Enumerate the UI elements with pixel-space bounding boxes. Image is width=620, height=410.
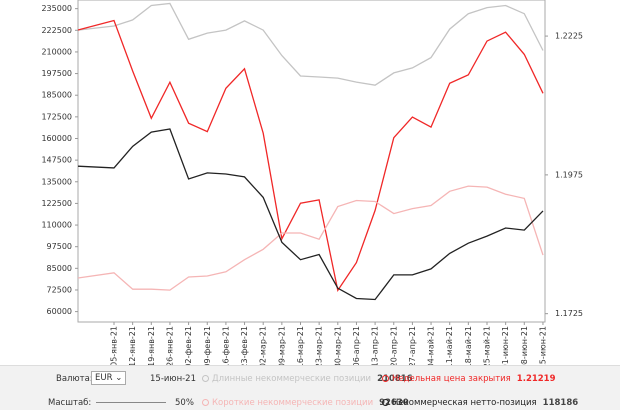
x-tick-label: 08-июн-21	[520, 326, 529, 365]
x-tick-label: 16-мар-21	[296, 326, 305, 365]
x-tick-label: 04-май-21	[427, 326, 436, 365]
currency-label: Валюта:	[56, 374, 93, 384]
legend-value: 1.21219	[516, 374, 556, 384]
x-tick-label: 15-июн-21	[538, 326, 547, 365]
legend-marker	[202, 399, 209, 406]
x-tick-label: 16-фев-21	[221, 326, 230, 365]
series-line	[77, 19, 544, 293]
x-tick-label: 30-мар-21	[333, 326, 342, 365]
y2-tick-label: 1.1725	[555, 309, 583, 318]
y-tick-label: 210000	[41, 47, 72, 56]
legend-label: Некоммерческая нетто-позиция	[392, 398, 537, 408]
legend-marker	[382, 375, 389, 382]
x-tick-label: 26-янв-21	[165, 326, 174, 365]
x-tick-label: 23-мар-21	[315, 326, 324, 365]
legend-label: Короткие некоммерческие позиции	[212, 398, 374, 408]
x-tick-label: 01-июн-21	[501, 326, 510, 365]
legend-value: 92630	[379, 398, 409, 408]
x-tick-label: 02-фев-21	[184, 326, 193, 365]
series-line	[77, 2, 544, 86]
x-tick-label: 25-май-21	[483, 326, 492, 365]
date: 15-июн-21	[150, 374, 197, 384]
x-tick-label: 19-янв-21	[147, 326, 156, 365]
y-tick-label: 122500	[41, 199, 72, 208]
y-tick-label: 160000	[41, 134, 72, 143]
x-tick-label: 27-апр-21	[408, 326, 417, 365]
x-tick-label: 06-апр-21	[352, 326, 361, 365]
y-tick-label: 72500	[47, 285, 72, 294]
y-tick-label: 97500	[47, 242, 72, 251]
y-tick-label: 110000	[41, 221, 72, 230]
x-tick-label: 09-мар-21	[277, 326, 286, 365]
legend-entry[interactable]: Длинные некоммерческие позиции 210816	[202, 374, 413, 384]
series-line	[77, 185, 544, 291]
x-tick-label: 05-янв-21	[110, 326, 119, 365]
y-tick-label: 60000	[47, 307, 72, 316]
y-tick-label: 222500	[41, 26, 72, 35]
y-tick-label: 147500	[41, 156, 72, 165]
control-panel: Валюта: EUR ⌄ 15-июн-21 Масштаб: 50% Дли…	[0, 365, 620, 410]
legend-label: Недельная цена закрытия	[392, 374, 511, 384]
y2-tick-label: 1.1975	[555, 170, 583, 179]
x-tick-label: 13-апр-21	[371, 326, 380, 365]
y-tick-label: 85000	[47, 264, 72, 273]
legend-entry[interactable]: Некоммерческая нетто-позиция 118186	[382, 398, 578, 408]
legend-value: 210816	[377, 374, 413, 384]
legend-entry[interactable]: Короткие некоммерческие позиции 92630	[202, 398, 409, 408]
scale-label: Масштаб:	[48, 398, 92, 408]
x-tick-label: 11-май-21	[445, 326, 454, 365]
y-tick-label: 235000	[41, 4, 72, 13]
y-tick-label: 185000	[41, 91, 72, 100]
x-tick-label: 23-фев-21	[240, 326, 249, 365]
legend-label: Длинные некоммерческие позиции	[212, 374, 372, 384]
x-tick-label: 12-янв-21	[128, 326, 137, 365]
plot-frame	[77, 0, 546, 323]
x-tick-label: 18-май-21	[464, 326, 473, 365]
y-tick-label: 135000	[41, 177, 72, 186]
legend-value: 118186	[542, 398, 579, 408]
y-tick-label: 172500	[41, 112, 72, 121]
scale-value: 50%	[175, 398, 194, 408]
legend-marker	[202, 375, 209, 382]
x-tick-label: 20-апр-21	[389, 326, 398, 365]
currency-select[interactable]: EUR ⌄	[91, 371, 127, 385]
x-tick-label: 09-фев-21	[203, 326, 212, 365]
chart: 235000 222500 210000 197500 185000 172500 1600…	[41, 0, 583, 365]
scale-slider[interactable]	[96, 402, 166, 403]
legend-entry[interactable]: Недельная цена закрытия 1.21219	[382, 374, 556, 384]
series-line	[77, 128, 544, 301]
y-tick-label: 197500	[41, 69, 72, 78]
x-tick-label: 02-мар-21	[259, 326, 268, 365]
legend-marker	[382, 399, 389, 406]
currency-value: EUR	[95, 373, 113, 383]
y2-tick-label: 1.2225	[555, 32, 583, 41]
